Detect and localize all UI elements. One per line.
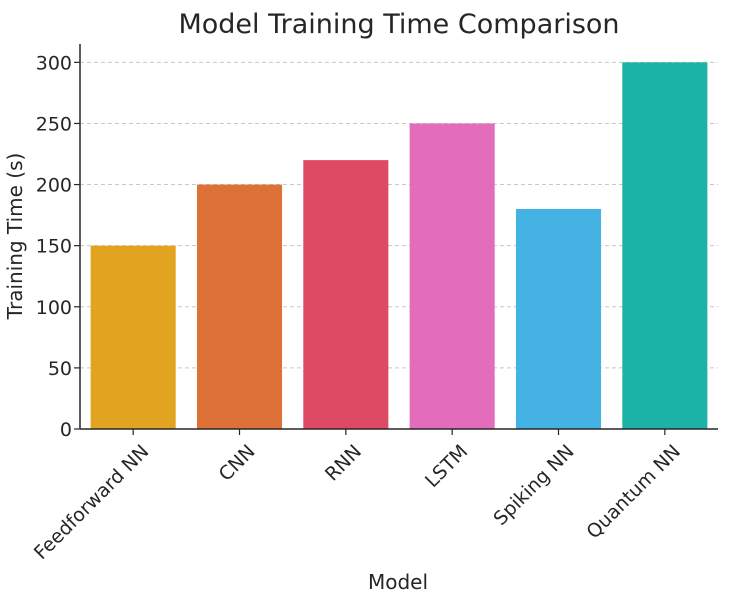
- y-tick-label: 150: [36, 236, 72, 258]
- x-tick-label: Quantum NN: [582, 441, 685, 544]
- x-tick-label: Spiking NN: [489, 441, 578, 530]
- x-axis-label: Model: [368, 570, 428, 594]
- y-tick-label: 300: [36, 52, 72, 74]
- bars: [90, 62, 708, 429]
- bar: [622, 62, 708, 429]
- bar: [515, 209, 602, 429]
- y-tick-label: 200: [36, 175, 72, 197]
- bar: [303, 160, 389, 429]
- x-tick-label: CNN: [215, 441, 260, 486]
- bar: [196, 184, 283, 429]
- axes: [79, 44, 718, 430]
- y-ticks: 0 50 100 150 200 250 300: [36, 52, 80, 441]
- y-tick-label: 50: [48, 358, 72, 380]
- y-tick-label: 0: [60, 419, 72, 441]
- bar: [409, 123, 495, 429]
- bar: [90, 245, 176, 429]
- x-tick-label: Feedforward NN: [30, 441, 153, 564]
- x-ticks: Feedforward NN CNN RNN LSTM Spiking NN Quantu…: [30, 429, 685, 564]
- x-tick-label: RNN: [321, 441, 366, 486]
- y-axis-label: Training Time (s): [3, 153, 27, 321]
- chart-title: Model Training Time Comparison: [178, 9, 619, 40]
- y-tick-label: 250: [36, 113, 72, 135]
- grid-lines: [80, 61, 718, 369]
- x-tick-label: LSTM: [421, 441, 472, 492]
- y-tick-label: 100: [36, 297, 72, 319]
